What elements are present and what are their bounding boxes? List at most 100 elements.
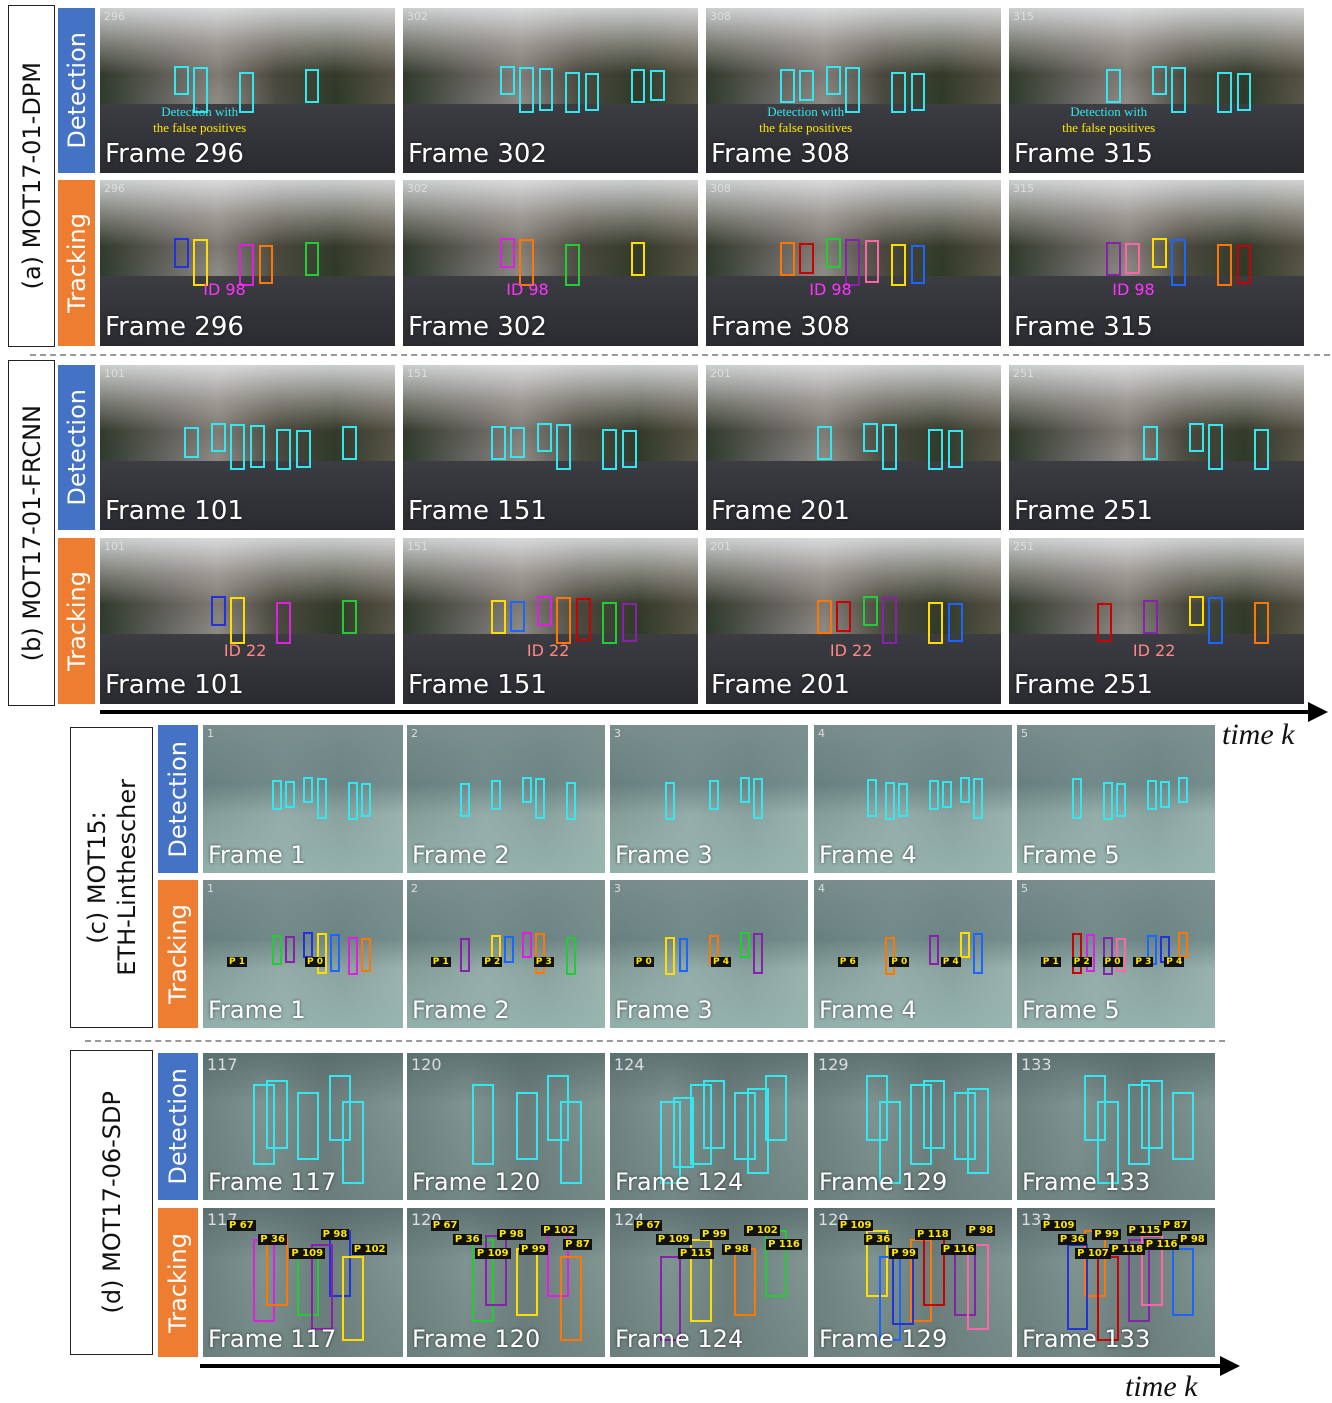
bounding-box xyxy=(516,1092,538,1160)
frame-image: 124Frame 124P 67P 109P 115P 99P 98P 102P… xyxy=(610,1208,808,1357)
frame-image: 3Frame 3P 0P 4 xyxy=(610,880,808,1028)
bounding-box xyxy=(911,245,926,284)
frame-index: 120 xyxy=(411,1055,442,1074)
frame-index: 124 xyxy=(614,1055,645,1074)
frame-index: 101 xyxy=(104,367,125,380)
track-tag: P 36 xyxy=(453,1234,482,1245)
frame-caption: Frame 3 xyxy=(615,841,713,869)
bounding-box xyxy=(865,240,880,283)
bounding-box xyxy=(1147,780,1157,811)
bounding-box xyxy=(303,932,313,959)
bounding-box xyxy=(1143,426,1158,460)
bounding-box xyxy=(519,67,534,113)
track-tag: P 109 xyxy=(1041,1220,1077,1231)
bounding-box xyxy=(342,1256,364,1341)
bounding-box xyxy=(1116,783,1126,817)
track-tag: P 36 xyxy=(258,1234,287,1245)
bounding-box xyxy=(305,242,320,276)
bounding-box xyxy=(305,69,320,103)
section-label: (a) MOT17-01-DPM xyxy=(17,62,47,289)
frame-image: 3 Frame 3 xyxy=(610,725,808,873)
bounding-box xyxy=(522,932,532,959)
section-label-line: (a) MOT17-01-DPM xyxy=(17,62,47,289)
track-tag: P 98 xyxy=(722,1244,751,1255)
bounding-box xyxy=(272,935,282,966)
frame-index: 129 xyxy=(818,1055,849,1074)
bounding-box xyxy=(1116,938,1126,972)
annotation: Detection withthe false positives xyxy=(153,104,246,136)
bounding-box xyxy=(898,783,908,817)
frame-caption: Frame 129 xyxy=(819,1325,947,1353)
annotation: Detection withthe false positives xyxy=(1062,104,1155,136)
row-label-text: Detection xyxy=(163,1068,193,1185)
bounding-box xyxy=(891,72,906,114)
frame-index: 4 xyxy=(818,882,825,895)
frame-index: 251 xyxy=(1013,367,1034,380)
frame-index: 151 xyxy=(407,367,428,380)
frame-caption: Frame 3 xyxy=(615,996,713,1024)
track-tag: P 67 xyxy=(634,1220,663,1231)
bounding-box xyxy=(967,1244,989,1330)
bounding-box xyxy=(650,70,665,101)
frame-image: 251 Frame 251 xyxy=(1009,365,1304,530)
time-axis xyxy=(200,1364,1222,1368)
row-label: Detection xyxy=(158,725,198,873)
annotation-line: the false positives xyxy=(153,120,246,136)
figure: (a) MOT17-01-DPMDetection296Frame 296Det… xyxy=(0,0,1332,1403)
frame-caption: Frame 101 xyxy=(105,670,244,700)
bounding-box xyxy=(539,68,554,111)
bounding-box xyxy=(556,424,571,470)
track-tag: P 116 xyxy=(941,1244,977,1255)
frame-index: 201 xyxy=(710,367,731,380)
track-tag: P 98 xyxy=(497,1229,526,1240)
bounding-box xyxy=(740,932,750,959)
time-label: time k xyxy=(1222,718,1294,752)
frame-index: 308 xyxy=(710,10,731,23)
section-label-box: (b) MOT17-01-FRCNN xyxy=(8,360,55,706)
track-tag: P 109 xyxy=(289,1248,325,1259)
frame-index: 133 xyxy=(1021,1055,1052,1074)
bounding-box xyxy=(602,429,617,471)
frame-index: 3 xyxy=(614,727,621,740)
bounding-box xyxy=(1097,603,1112,642)
bounding-box xyxy=(1152,238,1167,268)
frame-index: 315 xyxy=(1013,10,1034,23)
bounding-box xyxy=(631,242,646,276)
bounding-box xyxy=(211,596,226,626)
row-label-text: Tracking xyxy=(163,904,193,1004)
bounding-box xyxy=(836,601,851,632)
bounding-box xyxy=(272,780,282,811)
row-label: Tracking xyxy=(158,880,198,1028)
bounding-box xyxy=(709,780,719,811)
bounding-box xyxy=(892,1252,914,1324)
bounding-box xyxy=(348,782,358,819)
frame-caption: Frame 251 xyxy=(1014,496,1153,526)
bounding-box xyxy=(602,602,617,644)
annotation-line: Detection with xyxy=(759,104,852,120)
track-tag: P 36 xyxy=(864,1234,893,1245)
bounding-box xyxy=(556,597,571,643)
bounding-box xyxy=(863,423,878,453)
track-tag: P 0 xyxy=(305,957,325,967)
frame-caption: Frame 315 xyxy=(1014,312,1153,342)
frame-image: 302Frame 302ID 98 xyxy=(403,180,698,346)
bounding-box xyxy=(342,426,357,460)
track-tag: P 36 xyxy=(1058,1234,1087,1245)
track-tag: P 107 xyxy=(1075,1248,1111,1259)
row-label: Tracking xyxy=(58,538,95,704)
section-label-box: (a) MOT17-01-DPM xyxy=(8,5,55,347)
bounding-box xyxy=(1072,778,1082,819)
bounding-box xyxy=(472,1084,494,1166)
track-tag: P 4 xyxy=(1164,957,1184,967)
track-tag: P 0 xyxy=(1103,957,1123,967)
frame-image: 1Frame 1 xyxy=(203,725,403,873)
frame-caption: Frame 1 xyxy=(208,996,306,1024)
track-tag: P 4 xyxy=(941,957,961,967)
bounding-box xyxy=(973,933,983,974)
frame-index: 1 xyxy=(207,882,214,895)
frame-image: 2Frame 2 xyxy=(407,725,605,873)
bounding-box xyxy=(184,427,199,458)
